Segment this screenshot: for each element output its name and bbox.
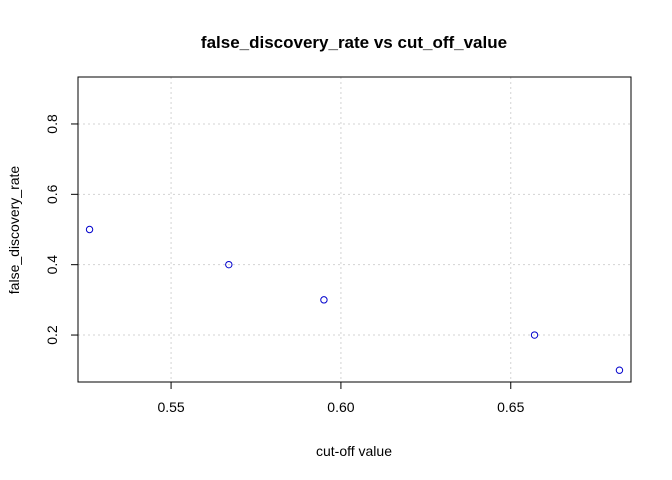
x-tick-label-1: 0.60 <box>327 399 354 415</box>
y-tick-label-1: 0.4 <box>44 255 60 275</box>
y-axis-label: false_discovery_rate <box>6 166 22 295</box>
x-axis: 0.55 0.60 0.65 <box>157 382 525 415</box>
y-axis: 0.2 0.4 0.6 0.8 <box>44 114 78 345</box>
grid-lines <box>78 77 631 382</box>
y-tick-label-3: 0.8 <box>44 114 60 134</box>
data-point-2 <box>320 296 328 304</box>
plot-frame <box>77 76 632 383</box>
data-point-4 <box>615 366 624 374</box>
data-points <box>85 225 624 374</box>
chart-title: false_discovery_rate vs cut_off_value <box>201 33 507 52</box>
data-point-0 <box>85 225 94 234</box>
data-point-1 <box>225 260 233 269</box>
y-tick-label-2: 0.6 <box>44 184 60 204</box>
y-tick-label-0: 0.2 <box>44 325 60 345</box>
x-axis-label: cut-off value <box>316 443 392 459</box>
x-tick-label-2: 0.65 <box>497 399 524 415</box>
data-point-3 <box>530 331 539 339</box>
x-tick-label-0: 0.55 <box>157 399 184 415</box>
